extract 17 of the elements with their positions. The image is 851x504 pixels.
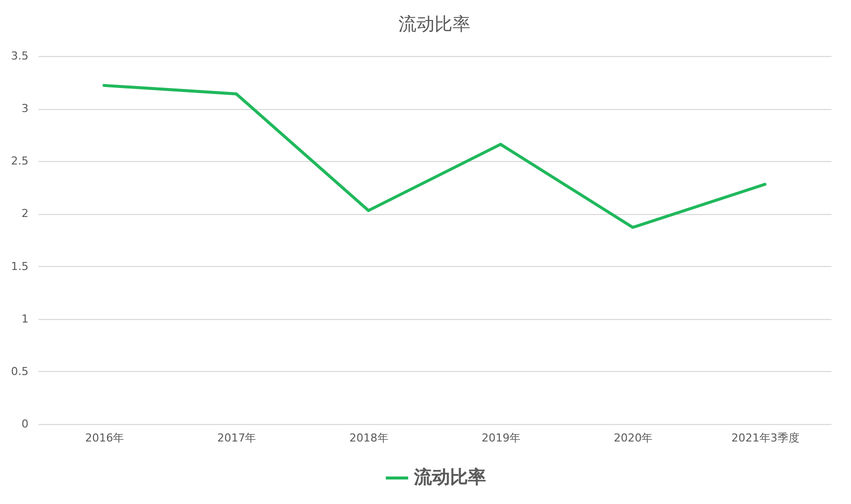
x-tick-label: 2017年 (217, 432, 256, 444)
y-tick-label: 2 (22, 207, 28, 220)
chart-title: 流动比率 (398, 14, 470, 35)
y-tick-label: 2.5 (11, 154, 28, 168)
y-tick-label: 0.5 (11, 364, 28, 378)
y-tick-label: 0 (22, 418, 28, 430)
x-tick-label: 2018年 (349, 432, 388, 444)
x-tick-label: 2016年 (85, 432, 124, 444)
legend-label: 流动比率 (413, 467, 486, 488)
y-tick-label: 3.5 (11, 50, 28, 62)
x-tick-label: 2019年 (482, 432, 521, 444)
line-series (102, 84, 766, 229)
y-tick-label: 1 (22, 312, 28, 326)
x-tick-label: 2020年 (614, 432, 653, 444)
y-tick-label: 3 (22, 102, 28, 116)
x-tick-label: 2021年3季度 (731, 432, 800, 444)
y-tick-label: 1.5 (11, 260, 28, 273)
